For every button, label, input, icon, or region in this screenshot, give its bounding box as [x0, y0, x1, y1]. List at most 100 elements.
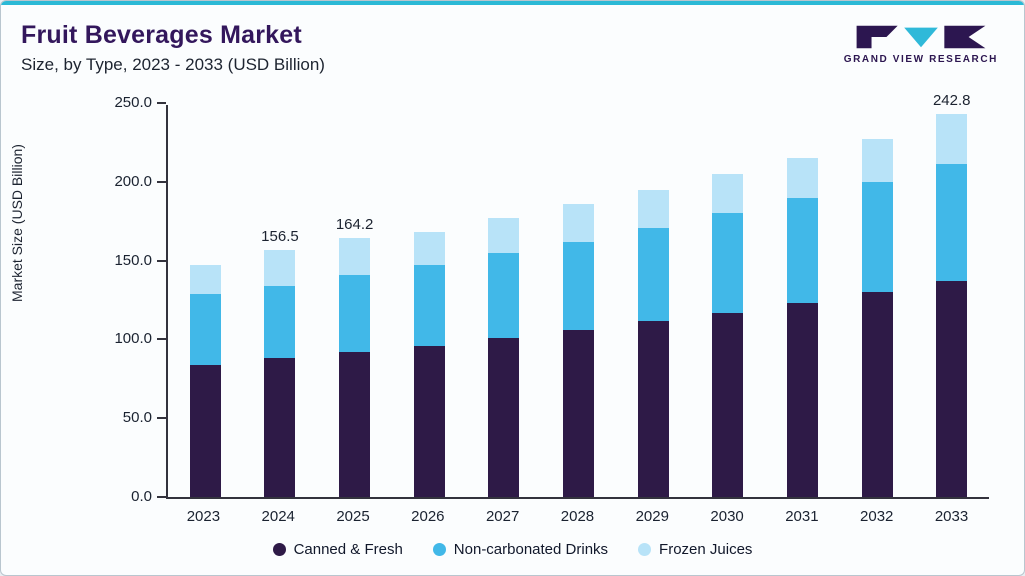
bar-segment [637, 189, 669, 228]
bar-segment [339, 274, 371, 353]
bar-segment [712, 213, 744, 313]
bar-column [168, 265, 243, 497]
bar-segment [637, 320, 669, 497]
y-tick-label: 0.0 [131, 488, 152, 505]
bar-column: 242.8 [914, 92, 989, 497]
title-block: Fruit Beverages Market Size, by Type, 20… [21, 21, 325, 75]
x-tick-label: 2026 [411, 508, 445, 525]
bar-segment [488, 218, 520, 253]
logo-text: GRAND VIEW RESEARCH [843, 54, 998, 65]
bar-column [840, 139, 915, 497]
y-tick-label: 50.0 [122, 409, 152, 427]
x-tick-label: 2027 [485, 508, 520, 525]
bar-segment [786, 158, 818, 198]
bar-segment [413, 345, 445, 497]
bar-segment [936, 114, 968, 165]
bar-segment [786, 197, 818, 304]
y-tick-mark [157, 496, 166, 498]
bar-column [616, 189, 691, 497]
bar-segment [189, 265, 221, 294]
stacked-bar [861, 139, 893, 497]
bar-segment [861, 292, 893, 497]
bar-segment [563, 203, 595, 242]
legend-swatch [272, 543, 286, 556]
bar-segment [189, 293, 221, 365]
grand-view-research-logo: GRAND VIEW RESEARCH [844, 21, 998, 65]
bar-segment [712, 312, 744, 497]
bar-segment [563, 329, 595, 497]
bar-segment [488, 252, 520, 338]
x-axis-labels: 2023 2024 2025 2026 2027 2028 2029 2030 2031 2032… [166, 499, 989, 525]
bar-segment [712, 173, 744, 214]
bar-segment [936, 281, 968, 497]
bar-segment [264, 285, 296, 359]
stacked-bar: 164.2 [336, 216, 373, 497]
stacked-bar [189, 265, 221, 497]
plot-area: 156.5 164.2 242.8 0.0 50.0 100.0 150.0 200.0 25… [114, 92, 989, 505]
legend-item: Canned & Fresh [272, 541, 403, 558]
x-tick-label: 2031 [785, 508, 819, 525]
bar-column [690, 173, 765, 497]
bar-segment [413, 232, 445, 266]
bar-segment [861, 181, 893, 293]
x-tick-label: 2028 [560, 508, 595, 525]
bar-value-label: 156.5 [261, 228, 299, 246]
page-title: Fruit Beverages Market [21, 21, 302, 49]
bar-segment [637, 227, 669, 321]
top-accent-bar [1, 1, 1024, 5]
y-tick-mark [157, 417, 166, 420]
y-tick-mark [157, 102, 166, 104]
bar-column [541, 203, 616, 497]
stacked-bar [413, 232, 445, 497]
stacked-bar [786, 158, 818, 497]
legend-item: Non-carbonated Drinks [432, 541, 609, 558]
bar-segment [563, 241, 595, 330]
bar-value-label: 242.8 [932, 92, 971, 110]
header: Fruit Beverages Market Size, by Type, 20… [1, 5, 1024, 97]
bar-column [765, 158, 840, 497]
y-tick-mark [157, 338, 166, 341]
y-tick-label: 200.0 [114, 172, 152, 190]
bar-column: 156.5 [243, 228, 318, 497]
page-subtitle: Size, by Type, 2023 - 2033 (USD Billion) [21, 55, 325, 74]
bar-column [467, 218, 542, 497]
bar-segment [786, 303, 818, 497]
x-tick-label: 2024 [261, 508, 295, 525]
bar-segment [339, 238, 371, 275]
y-tick-mark [157, 180, 166, 183]
bar-segment [339, 352, 371, 497]
logo-mark-icon [856, 25, 986, 49]
stacked-bar [488, 218, 520, 497]
legend-label: Canned & Fresh [293, 541, 403, 558]
y-tick-label: 250.0 [114, 94, 152, 111]
x-tick-label: 2025 [336, 508, 370, 525]
stacked-bar: 242.8 [933, 92, 970, 497]
y-tick-label: 100.0 [114, 330, 152, 348]
legend-label: Frozen Juices [659, 541, 753, 558]
legend-swatch [638, 543, 652, 556]
x-tick-label: 2023 [186, 508, 221, 525]
stacked-bar: 156.5 [261, 228, 299, 497]
y-tick-mark [157, 259, 166, 262]
stacked-bar [712, 173, 744, 497]
bar-column [392, 232, 467, 497]
legend-label: Non-carbonated Drinks [453, 541, 609, 558]
legend-swatch [432, 543, 446, 556]
bar-segment [413, 265, 445, 346]
bar-segment [264, 250, 296, 286]
bar-segment [189, 364, 221, 497]
y-tick-label: 150.0 [114, 251, 152, 269]
stacked-bar [637, 189, 669, 497]
stacked-bar-chart: Market Size (USD Billion) 156.5 164.2 242.… [1, 92, 1024, 505]
bars: 156.5 164.2 242.8 [168, 92, 989, 497]
x-tick-label: 2032 [860, 508, 894, 525]
bar-segment [264, 358, 296, 497]
x-tick-label: 2033 [934, 508, 969, 525]
bar-segment [488, 337, 520, 497]
bar-segment [861, 139, 893, 182]
bar-column: 164.2 [317, 216, 392, 497]
stacked-bar [563, 203, 595, 497]
x-tick-label: 2029 [635, 508, 669, 525]
bar-segment [936, 164, 968, 282]
